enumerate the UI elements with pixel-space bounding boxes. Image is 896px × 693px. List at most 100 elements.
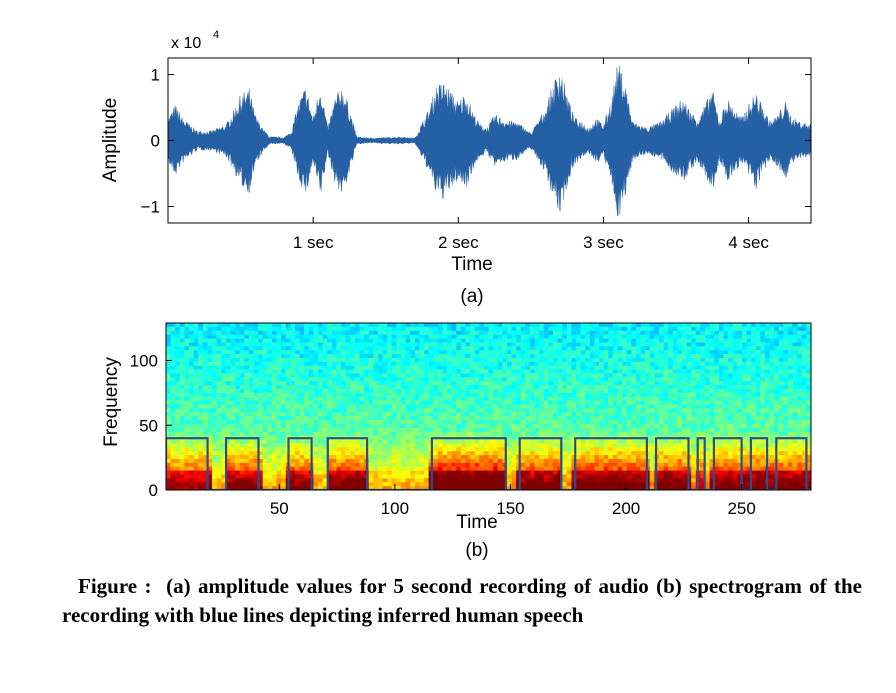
spectrogram-cell [166,404,172,410]
spectrogram-cell [668,458,674,464]
spectrogram-cell [193,443,199,448]
spectrogram-cell [603,404,609,410]
spectrogram-cell [327,447,333,452]
spectrogram-cell [295,443,301,448]
spectrogram-cell [212,408,218,413]
spectrogram-cell [548,392,554,398]
spectrogram-cell [170,373,176,378]
spectrogram-cell [341,427,347,433]
spectrogram-cell [691,385,697,390]
spectrogram-cell [248,323,255,328]
spectrogram-cell [304,431,310,437]
spectrogram-cell [571,330,577,336]
spectrogram-cell [248,427,255,433]
spectrogram-cell [488,447,494,452]
spectrogram-cell [424,455,430,460]
spectrogram-cell [663,365,669,371]
spectrogram-cell [511,478,517,483]
spectrogram-cell [483,392,490,398]
spectrogram-cell [271,357,278,363]
spectrogram-cell [189,330,195,336]
spectrogram-cell [442,423,448,429]
spectrogram-cell [562,443,568,448]
spectrogram-cell [336,357,342,363]
spectrogram-cell [470,361,476,367]
spectrogram-cell [193,385,199,390]
spectrogram-cell [170,392,176,398]
spectrogram-cell [207,462,213,468]
spectrogram-cell [557,381,563,386]
spectrogram-cell [585,412,591,417]
spectrogram-cell [336,369,342,375]
spectrogram-cell [456,404,462,410]
spectrogram-cell [663,385,669,390]
spectrogram-cell [580,443,586,448]
spectrogram-cell [635,427,642,433]
spectrogram-cell [202,427,209,433]
spectrogram-cell [649,396,655,402]
spectrogram-cell [225,326,232,332]
spectrogram-cell [184,470,190,476]
spectrogram-cell [354,392,361,398]
spectrogram-cell [645,404,651,410]
spectrogram-cell [202,482,209,487]
spectrogram-cell [281,462,287,468]
spectrogram-cell [341,474,347,479]
spectrogram-cell [248,396,255,402]
spectrogram-cell [364,385,370,390]
spectrogram-cell [216,389,222,394]
spectrogram-cell [682,350,688,355]
spectrogram-cell [428,357,434,363]
spectrogram-cell [617,389,623,394]
spectrogram-cell [635,447,642,452]
spectrogram-cell [631,427,637,433]
spectrogram-cell [672,389,678,394]
spectrogram-cell [175,381,181,386]
spectrogram-cell [479,400,485,406]
spectrogram-cell [470,420,476,425]
spectrogram-cell [456,389,462,394]
spectrogram-cell [253,326,259,332]
spectrogram-cell [253,455,259,460]
spectrogram-cell [612,350,619,355]
spectrogram-cell [548,470,554,476]
spectrogram-cell [322,423,328,429]
spectrogram-cell [419,342,425,347]
spectrogram-cell [424,338,430,344]
spectrogram-cell [377,385,384,390]
spectrogram-cell [230,455,236,460]
spectrogram-cell [396,350,402,355]
spectrogram-cell [585,447,591,452]
spectrogram-cell [539,439,545,444]
spectrogram-cell [576,423,582,429]
spectrogram-cell [216,396,222,402]
spectrogram-cell [474,486,480,490]
spectrogram-cell [525,365,531,371]
spectrogram-cell [456,439,462,444]
spectrogram-cell [635,369,642,375]
spectrogram-cell [571,400,577,406]
spectrogram-cell [571,427,577,433]
spectrogram-cell [221,423,227,429]
spectrogram-cell [377,326,384,332]
spectrogram-cell [520,385,526,390]
spectrogram-cell [599,354,605,359]
spectrogram-cell [179,455,186,460]
spectrogram-cell [580,474,586,479]
spectrogram-cell [281,389,287,394]
spectrogram-cell [285,334,291,340]
spectrogram-cell [387,427,393,433]
spectrogram-cell [212,447,218,452]
spectrogram-cell [382,420,388,425]
spectrogram-cell [617,404,623,410]
spectrogram-cell [428,431,434,437]
spectrogram-cell [562,404,568,410]
spectrogram-cell [649,381,655,386]
spectrogram-cell [299,470,305,476]
spectrogram-cell [396,455,402,460]
spectrogram-cell [318,420,324,425]
spectrogram-cell [442,458,448,464]
spectrogram-cell [622,396,628,402]
spectrogram-cell [373,466,379,472]
spectrogram-cell [493,346,499,351]
